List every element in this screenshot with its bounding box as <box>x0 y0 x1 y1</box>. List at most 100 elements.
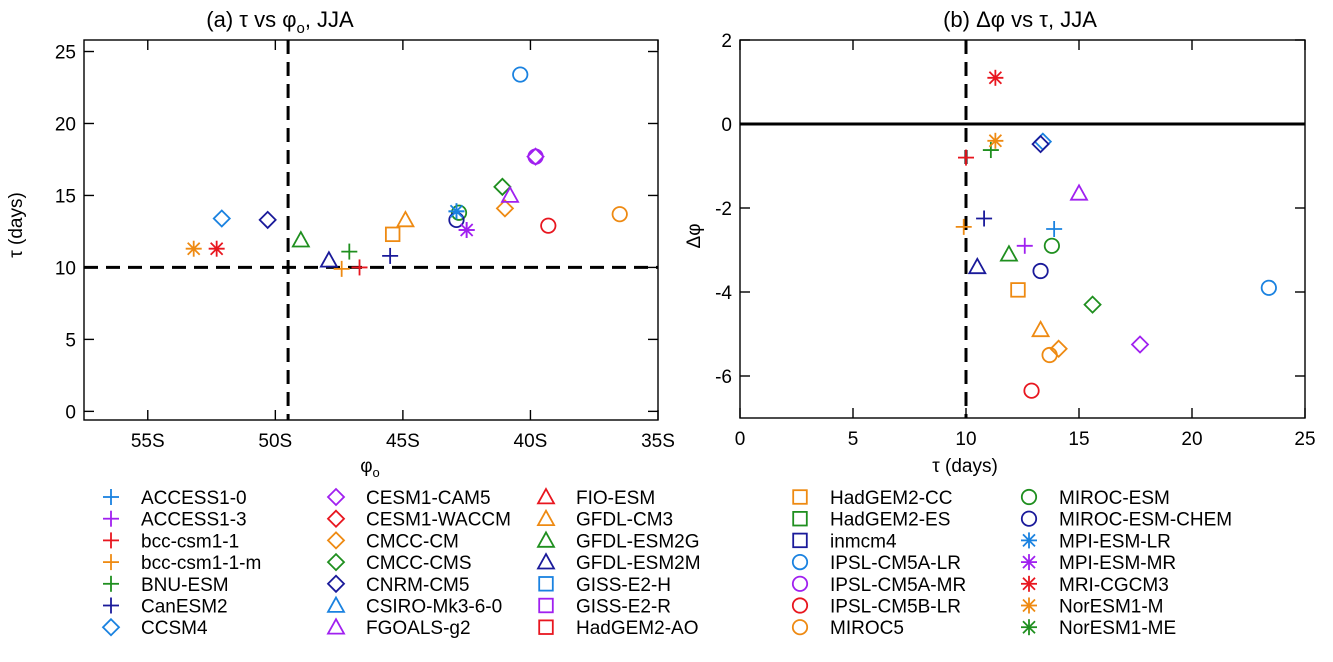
legend-item-ipsl-cm5a-mr: IPSL-CM5A-MR <box>791 575 966 596</box>
legend-marker-hadgem2-cc <box>792 489 808 505</box>
legend-item-hadgem2-es: HadGEM2-ES <box>792 510 950 531</box>
legend-marker-gfdl-esm2m <box>536 552 556 570</box>
legend-item-hadgem2-cc: HadGEM2-CC <box>792 488 952 509</box>
panel-b-point-miroc-esm-chem <box>1032 262 1049 280</box>
panel-b-point-gfdl-cm3 <box>1031 319 1051 338</box>
panel-a-title-tail: , JJA <box>305 7 354 32</box>
legend-marker-mpi-esm-mr <box>1021 554 1037 571</box>
legend-item-gfdl-esm2m: GFDL-ESM2M <box>536 552 701 574</box>
legend-item-giss-e2-r: GISS-E2-R <box>538 597 671 618</box>
legend-label-bcc-csm1-1-m: bcc-csm1-1-m <box>141 553 261 574</box>
legend-item-bcc-csm1-1-m: bcc-csm1-1-m <box>103 553 261 574</box>
legend-marker-bcc-csm1-1-m <box>103 554 119 571</box>
panel-a-point-mri-cgcm3 <box>208 240 225 257</box>
panel-a-point-bcc-csm1-1-m <box>333 260 350 277</box>
panel-b-point-access1-0 <box>1046 221 1063 237</box>
panel-a-ytick-label: 20 <box>55 114 76 135</box>
legend-marker-access1-0 <box>103 489 119 505</box>
panel-a-xtick-label: 55S <box>131 431 165 452</box>
legend-marker-cmcc-cms <box>326 552 346 572</box>
panel-a-xtick-label: 40S <box>514 431 548 452</box>
legend-label-noresm1-m: NorESM1-M <box>1059 597 1164 618</box>
legend-label-giss-e2-r: GISS-E2-R <box>576 597 671 618</box>
panel-a-xlabel-main: φ <box>360 456 372 477</box>
panel-b-point-gfdl-esm2g <box>999 244 1019 262</box>
legend-marker-giss-e2-r <box>538 597 554 614</box>
legend-label-giss-e2-h: GISS-E2-H <box>576 575 671 596</box>
legend-item-cesm1-cam5: CESM1-CAM5 <box>326 487 491 509</box>
panel-a-point-bcc-csm1-1 <box>351 259 368 276</box>
panel-a-ytick-label: 0 <box>65 402 76 423</box>
legend-label-miroc5: MIROC5 <box>830 618 904 639</box>
legend-label-miroc-esm: MIROC-ESM <box>1059 488 1170 509</box>
panel-a-point-cnrm-cm5 <box>258 210 277 230</box>
legend-item-mpi-esm-mr: MPI-ESM-MR <box>1021 553 1176 574</box>
legend-marker-mpi-esm-lr <box>1021 532 1037 549</box>
panel-a-xtick-label: 50S <box>258 431 292 452</box>
panel-a-point-ccsm4 <box>212 209 232 228</box>
panel-b-ylabel: Δφ <box>684 223 705 248</box>
panel-b-xtick-label: 0 <box>735 429 746 450</box>
panel-b-axes-frame <box>739 39 1306 419</box>
panel-a-point-gfdl-esm2m <box>319 250 339 268</box>
legend-item-cesm1-waccm: CESM1-WACCM <box>326 509 511 531</box>
legend-item-hadgem2-ao: HadGEM2-AO <box>538 618 698 639</box>
legend-marker-ipsl-cm5b-lr <box>791 597 809 614</box>
legend-label-mpi-esm-mr: MPI-ESM-MR <box>1059 553 1176 574</box>
legend-item-miroc-esm-chem: MIROC-ESM-CHEM <box>1020 510 1232 531</box>
legend-item-bnu-esm: BNU-ESM <box>103 575 229 596</box>
legend-marker-csiro-mk3-6-0 <box>326 595 346 613</box>
legend-label-cmcc-cms: CMCC-CMS <box>366 553 472 574</box>
legend-item-noresm1-me: NorESM1-ME <box>1021 618 1176 639</box>
panel-b-title: (b) Δφ vs τ, JJA <box>943 7 1097 32</box>
legend-label-csiro-mk3-6-0: CSIRO-Mk3-6-0 <box>366 597 502 618</box>
legend-marker-access1-3 <box>103 510 119 527</box>
panel-a-point-hadgem2-cc <box>384 226 401 243</box>
legend-item-csiro-mk3-6-0: CSIRO-Mk3-6-0 <box>326 595 502 618</box>
panel-a-xlabel-subscript: o <box>373 465 380 480</box>
legend-item-miroc-esm: MIROC-ESM <box>1020 488 1170 509</box>
panel-a-title-main: (a) τ vs φ <box>206 7 296 32</box>
legend-label-ipsl-cm5a-lr: IPSL-CM5A-LR <box>830 553 961 574</box>
panel-b-point-fgoals-g2 <box>1069 183 1089 201</box>
panel-a-ytick-label: 10 <box>55 258 76 279</box>
legend-label-ipsl-cm5b-lr: IPSL-CM5B-LR <box>830 597 961 618</box>
panel-b-point-cmcc-cms <box>1083 295 1102 314</box>
legend-label-bnu-esm: BNU-ESM <box>141 575 229 596</box>
panel-a-point-canesm2 <box>382 247 399 264</box>
panel-b-point-gfdl-esm2m <box>967 256 987 275</box>
legend-item-miroc5: MIROC5 <box>791 618 904 639</box>
panel-b-xtick-label: 5 <box>848 429 859 450</box>
legend-label-gfdl-esm2m: GFDL-ESM2M <box>576 553 701 574</box>
panel-a-point-ipsl-cm5b-lr <box>540 217 557 234</box>
panel-b-point-ipsl-cm5a-lr <box>1260 279 1277 296</box>
legend-label-gfdl-esm2g: GFDL-ESM2G <box>576 531 700 552</box>
legend-label-mpi-esm-lr: MPI-ESM-LR <box>1059 531 1171 552</box>
panel-b-point-cmcc-cm <box>1049 339 1068 358</box>
legend-label-hadgem2-es: HadGEM2-ES <box>830 510 950 531</box>
panel-b-point-bcc-csm1-1 <box>958 149 974 166</box>
legend-marker-noresm1-m <box>1021 597 1037 614</box>
panel-b-ytick-label: 0 <box>721 115 732 136</box>
panel-a-axes-frame <box>83 39 659 421</box>
panel-b-point-ccsm4 <box>1033 132 1053 151</box>
panel-b-ytick-label: -6 <box>715 367 732 388</box>
legend-marker-hadgem2-ao <box>538 619 554 635</box>
panel-a-point-ipsl-cm5a-lr <box>512 66 529 83</box>
legend-marker-cmcc-cm <box>326 531 346 550</box>
panel-b-ytick-label: -4 <box>715 283 732 304</box>
panel-b-point-bcc-csm1-1-m <box>955 218 972 235</box>
legend-label-cesm1-waccm: CESM1-WACCM <box>366 510 511 531</box>
panel-b-xtick-label: 20 <box>1181 429 1202 450</box>
panel-b-point-miroc5 <box>1041 346 1058 364</box>
legend-label-access1-0: ACCESS1-0 <box>141 488 247 509</box>
legend-label-hadgem2-cc: HadGEM2-CC <box>830 488 952 509</box>
panel-a-point-gfdl-esm2g <box>291 230 311 248</box>
panel-a-point-mpi-esm-mr <box>458 222 475 238</box>
panel-b-xtick-label: 25 <box>1294 429 1315 450</box>
legend-marker-ipsl-cm5a-lr <box>791 553 809 571</box>
legend-item-access1-0: ACCESS1-0 <box>103 488 247 509</box>
panel-b-xlabel: τ (days) <box>932 456 998 477</box>
legend-label-inmcm4: inmcm4 <box>830 531 897 552</box>
